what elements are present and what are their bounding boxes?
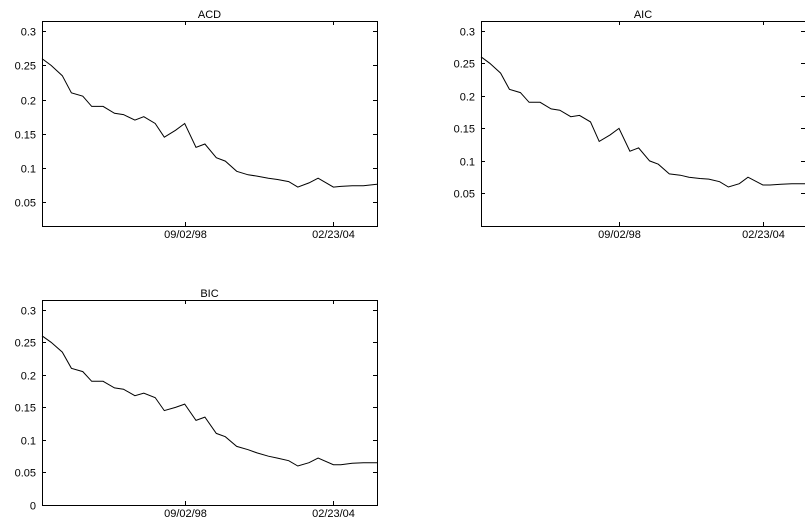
bic-y-tick-label: 0.25 (15, 338, 36, 350)
acd-y-tick-label: 0.15 (15, 130, 36, 142)
acd-y-tick-label: 0.05 (15, 198, 36, 210)
bic-chart-title: BIC (200, 288, 218, 300)
bic-y-tick-label: 0.2 (21, 371, 36, 383)
bic-y-tick-label: 0.3 (21, 306, 36, 318)
aic-chart-panel: AIC 0.05 0.1 0.15 0.2 0.25 0.3 09/02/98 02/23/04 (454, 9, 805, 241)
acd-series-line (41, 58, 378, 188)
bic-y-tick-label: 0.1 (21, 436, 36, 448)
aic-y-tick-label: 0.2 (460, 92, 475, 104)
acd-chart-title: ACD (198, 9, 221, 21)
bic-series-line (41, 335, 377, 467)
acd-y-tick-label: 0.25 (15, 61, 36, 73)
bic-y-tick-label: 0 (30, 501, 36, 513)
bic-chart-panel: BIC 0 0.05 0.1 0.15 0.2 0.25 0.3 09/02/98 02/23/0… (15, 288, 378, 520)
aic-chart-title: AIC (634, 9, 652, 21)
aic-y-tick-label: 0.05 (454, 189, 475, 201)
bic-y-tick-label: 0.05 (15, 468, 36, 480)
bic-x-tick-label: 02/23/04 (312, 508, 355, 520)
acd-x-tick-label: 09/02/98 (164, 229, 207, 241)
acd-y-tick-label: 0.3 (21, 27, 36, 39)
acd-x-tick-label: 02/23/04 (312, 229, 355, 241)
aic-y-tick-label: 0.3 (460, 27, 475, 39)
bic-axis-frame (42, 300, 378, 506)
bic-y-tick-label: 0.15 (15, 403, 36, 415)
acd-y-tick-label: 0.2 (21, 96, 36, 108)
aic-series-line (480, 56, 805, 188)
aic-y-tick-label: 0.25 (454, 59, 475, 71)
acd-chart-panel: ACD 0.05 0.1 0.15 0.2 0.25 0.3 09/02/98 02/23/04 (15, 9, 378, 241)
bic-x-tick-label: 09/02/98 (164, 508, 207, 520)
acd-y-tick-label: 0.1 (21, 164, 36, 176)
aic-x-tick-label: 02/23/04 (742, 229, 785, 241)
aic-axis-frame (481, 21, 805, 227)
aic-y-tick-label: 0.1 (460, 157, 475, 169)
acd-axis-frame (42, 21, 378, 227)
aic-x-tick-label: 09/02/98 (598, 229, 641, 241)
aic-y-tick-label: 0.15 (454, 124, 475, 136)
